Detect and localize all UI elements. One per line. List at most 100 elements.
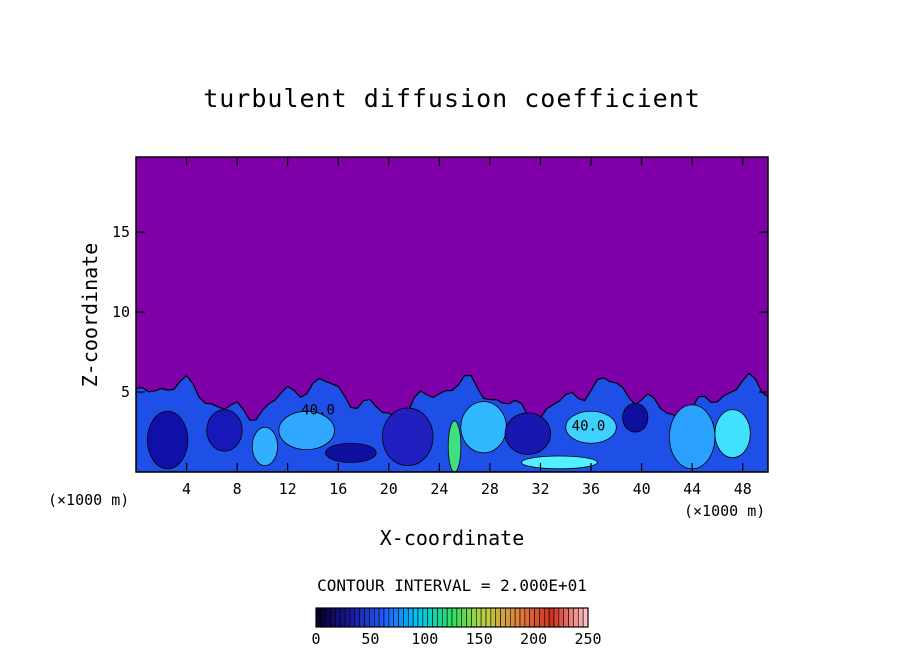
colorbar-cell	[398, 607, 404, 628]
y-tick-label: 10	[112, 303, 130, 321]
colorbar-cell	[573, 607, 579, 628]
contour-interval-text: CONTOUR INTERVAL = 2.000E+01	[317, 576, 587, 595]
colorbar-cell	[568, 607, 574, 628]
colorbar-cell	[509, 607, 516, 628]
colorbar-cell	[471, 607, 477, 628]
eddy-7	[504, 412, 551, 455]
x-tick-label: 8	[233, 480, 242, 498]
colorbar-frame	[315, 607, 589, 628]
colorbar-tick-label: 50	[361, 630, 379, 648]
x-tick-label: 44	[683, 480, 701, 498]
turbulent-eddies	[146, 401, 751, 472]
colorbar-cell	[417, 607, 424, 628]
colorbar-cell	[451, 607, 458, 628]
plot-area	[136, 157, 768, 472]
colorbar-cell	[335, 607, 341, 628]
y-tick-label: 15	[112, 223, 130, 241]
colorbar-cell	[432, 607, 438, 628]
colorbar-tick-label: 0	[311, 630, 320, 648]
colorbar-tick-label: 250	[574, 630, 601, 648]
colorbar-cell	[369, 607, 375, 628]
eddy-1	[206, 409, 243, 452]
colorbar-cell	[466, 607, 472, 628]
eddy-0	[146, 410, 189, 470]
eddy-8	[565, 410, 617, 444]
contour-label: 40.0	[572, 418, 606, 434]
x-tick-label: 40	[633, 480, 651, 498]
x-unit-label: (×1000 m)	[684, 502, 766, 520]
colorbar-cell	[495, 607, 501, 628]
x-tick-label: 48	[734, 480, 752, 498]
colorbar-cell	[553, 607, 560, 628]
x-tick-label: 4	[182, 480, 191, 498]
colorbar-cell	[441, 607, 448, 628]
plot-frame	[135, 156, 769, 473]
colorbar-cell	[373, 607, 380, 628]
colorbar-cell	[539, 607, 545, 628]
x-tick-label: 20	[380, 480, 398, 498]
colorbar-cell	[582, 607, 589, 628]
y-axis-label: Z-coordinate	[78, 242, 102, 388]
colorbar-cell	[563, 607, 569, 628]
x-tick-label: 24	[430, 480, 448, 498]
eddy-12	[521, 455, 598, 470]
eddy-3	[325, 442, 377, 463]
x-axis: 4 8 12 16 20 24 28 32 36 40 44 48	[182, 157, 752, 498]
colorbar-cell	[558, 607, 565, 628]
colorbar-cell	[407, 607, 414, 628]
x-tick-label: 12	[279, 480, 297, 498]
colorbar: 0 50 100 150 200 250	[311, 607, 602, 648]
eddy-4	[382, 407, 434, 467]
colorbar-cell	[480, 607, 487, 628]
colorbar-cell	[427, 607, 433, 628]
colorbar-cell	[320, 607, 327, 628]
colorbar-cell	[388, 607, 395, 628]
colorbar-cell	[349, 607, 356, 628]
colorbar-cell	[505, 607, 511, 628]
eddy-5	[447, 420, 462, 472]
colorbar-cell	[446, 607, 453, 628]
colorbar-cell	[359, 607, 365, 628]
colorbar-cell	[437, 607, 443, 628]
colorbar-cell	[577, 607, 584, 628]
colorbar-cell	[529, 607, 535, 628]
eddy-13	[251, 426, 278, 467]
colorbar-cell	[325, 607, 331, 628]
colorbar-cell	[378, 607, 385, 628]
colorbar-cell	[315, 607, 322, 628]
colorbar-cell	[534, 607, 540, 628]
colorbar-cell	[461, 607, 467, 628]
chart-title: turbulent diffusion coefficient	[203, 84, 701, 113]
colorbar-cell	[490, 607, 497, 628]
colorbar-cell	[339, 607, 346, 628]
x-tick-label: 32	[531, 480, 549, 498]
colorbar-tick-label: 150	[466, 630, 493, 648]
eddy-9	[622, 402, 649, 433]
colorbar-cell	[543, 607, 550, 628]
z-unit-label: (×1000 m)	[48, 491, 130, 509]
x-tick-label: 16	[329, 480, 347, 498]
contour-label: 40.0	[301, 402, 335, 418]
x-tick-label: 28	[481, 480, 499, 498]
colorbar-cell	[354, 607, 361, 628]
eddy-10	[669, 404, 716, 470]
colorbar-tick-label: 200	[520, 630, 547, 648]
y-tick-label: 5	[121, 383, 130, 401]
colorbar-tick-label: 100	[411, 630, 438, 648]
eddy-6	[460, 401, 507, 454]
eddy-2	[278, 410, 335, 451]
colorbar-cell	[344, 607, 351, 628]
colorbar-cell	[524, 607, 531, 628]
colorbar-cell	[330, 607, 336, 628]
colorbar-cell	[519, 607, 526, 628]
colorbar-cell	[456, 607, 463, 628]
colorbar-cell	[364, 607, 370, 628]
colorbar-cell	[383, 607, 390, 628]
colorbar-cell	[412, 607, 419, 628]
eddy-11	[714, 409, 751, 459]
colorbar-cell	[393, 607, 399, 628]
contour-labels: 40.0 40.0	[301, 402, 605, 434]
colorbar-cell	[548, 607, 555, 628]
colorbar-cell	[485, 607, 492, 628]
